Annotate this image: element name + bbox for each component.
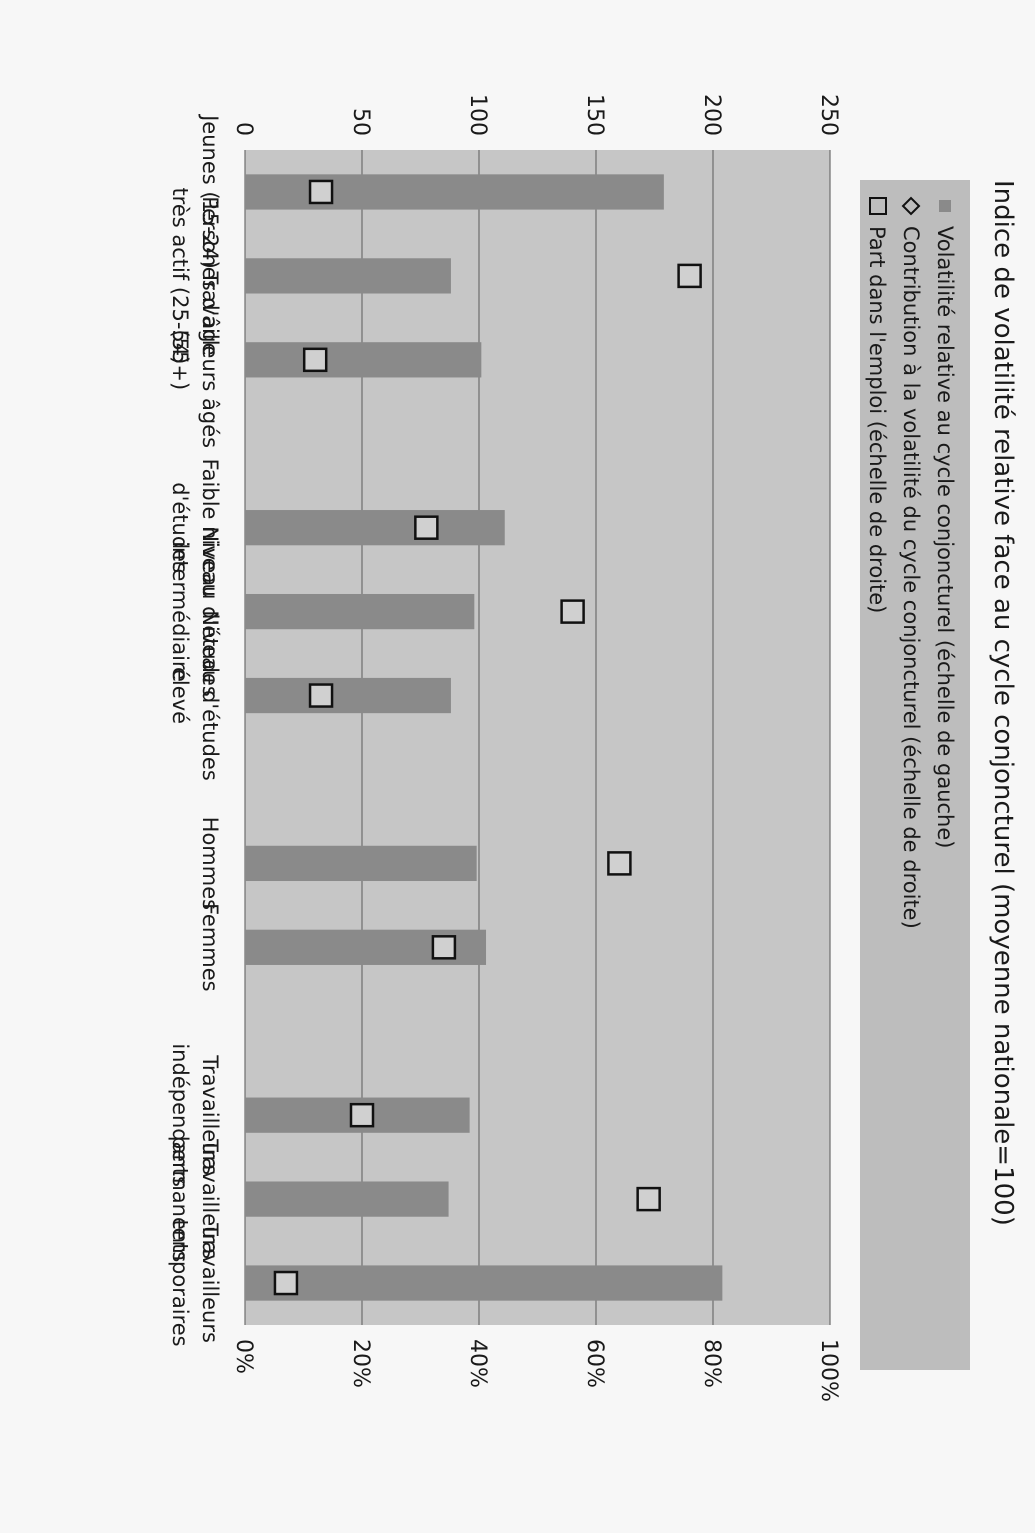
- category-label: (55+): [168, 329, 192, 390]
- bar: [244, 258, 451, 294]
- right-tick-label: 100%: [816, 1339, 841, 1402]
- square-marker: [677, 263, 702, 289]
- chart-title: Indice de volatilité relative face au cy…: [988, 180, 1018, 1226]
- bar: [245, 1181, 449, 1217]
- legend-box: [860, 180, 970, 1370]
- legend: Volatilité relative au cycle conjoncture…: [865, 196, 957, 929]
- square-marker: [636, 1186, 661, 1212]
- square-marker: [308, 683, 334, 708]
- category-label: indépendants: [168, 1043, 192, 1187]
- left-tick-label: 200: [699, 94, 724, 136]
- square-marker: [431, 935, 457, 960]
- bar: [245, 929, 487, 965]
- legend-label: Volatilité relative au cycle conjoncture…: [933, 226, 957, 848]
- category-label: Travailleurs: [198, 1054, 222, 1175]
- bar: [245, 1265, 723, 1301]
- bar: [245, 593, 475, 630]
- legend-label: Part dans l'emploi (échelle de droite): [865, 226, 889, 613]
- square-marker: [607, 851, 632, 876]
- category-label: élevé: [168, 667, 192, 724]
- left-tick-label: 50: [348, 108, 373, 136]
- left-tick-label: 250: [816, 94, 841, 136]
- bar: [244, 845, 477, 882]
- legend-label: Contribution à la volatilité du cycle co…: [899, 226, 923, 929]
- category-label: Jeunes (15-24): [198, 113, 222, 269]
- right-tick-label: 60%: [582, 1339, 607, 1388]
- square-marker: [414, 515, 439, 540]
- left-tick-label: 100: [465, 94, 490, 136]
- left-axis: 0 50 100 150 200 250: [231, 94, 841, 136]
- bar: [245, 510, 505, 546]
- bar: [245, 174, 664, 210]
- category-label: Travailleurs: [198, 1222, 222, 1343]
- right-tick-label: 40%: [465, 1339, 490, 1388]
- bar: [244, 677, 451, 714]
- category-label: Hommes: [198, 817, 222, 910]
- legend-bar-swatch: [939, 200, 951, 212]
- square-marker: [273, 1270, 299, 1296]
- category-label: Faible niveau: [198, 459, 222, 597]
- chart-rotated-group: 0 50 100 150 200 250 0% 20% 40% 60% 80% 100% Jeune…: [168, 94, 1018, 1402]
- category-label: intermédiaire: [168, 541, 192, 682]
- category-label: Travailleurs âgés: [198, 271, 222, 449]
- category-label: très actif (25-54): [168, 187, 192, 364]
- left-tick-label: 150: [582, 94, 607, 136]
- square-marker: [308, 179, 334, 205]
- category-label: Persones d'âge: [198, 196, 222, 355]
- category-label: Niveau d'études: [198, 526, 222, 697]
- legend-square-swatch: [869, 197, 887, 215]
- square-marker: [349, 1102, 375, 1128]
- category-label: Femmes: [198, 903, 222, 992]
- category-label: Niveau d'études: [198, 610, 222, 781]
- right-tick-label: 20%: [348, 1339, 373, 1388]
- bar: [245, 342, 482, 378]
- category-label: d'études: [168, 482, 192, 573]
- right-tick-label: 0%: [231, 1339, 256, 1374]
- markers-layer: [273, 179, 702, 1296]
- square-marker: [560, 599, 585, 624]
- plot-area: [245, 150, 830, 1325]
- right-axis: 0% 20% 40% 60% 80% 100%: [231, 1339, 841, 1402]
- category-label: Travailleurs: [198, 1138, 222, 1259]
- left-tick-label: 0: [231, 122, 256, 136]
- category-label: temporaires: [168, 1219, 192, 1346]
- category-label: permanents: [168, 1136, 192, 1263]
- square-marker: [302, 347, 328, 373]
- right-tick-label: 80%: [699, 1339, 724, 1388]
- legend-diamond-swatch: [901, 196, 921, 216]
